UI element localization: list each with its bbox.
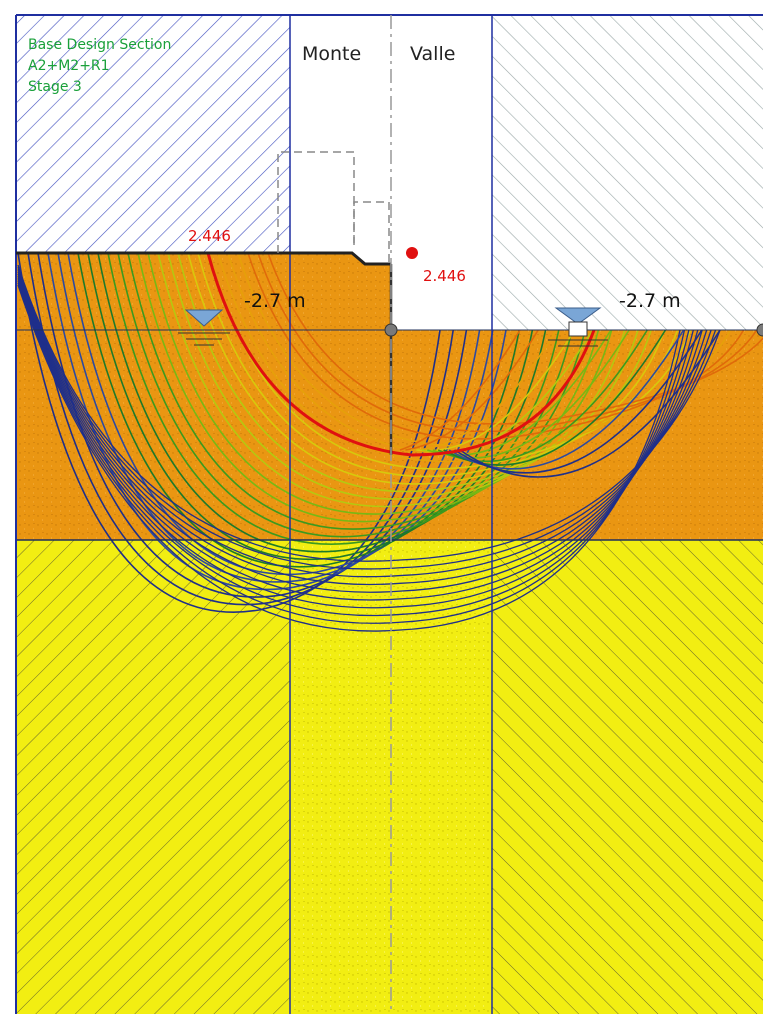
- water-level-label-right: -2.7 m: [619, 290, 681, 312]
- zone-label-monte: Monte: [302, 43, 361, 65]
- surcharge-outline-small: [354, 202, 389, 264]
- zone-label-valle: Valle: [410, 43, 455, 65]
- info-line-section: Base Design Section: [28, 37, 171, 53]
- critical-fs-label: 2.446: [188, 227, 231, 245]
- water-level-label-left: -2.7 m: [244, 290, 306, 312]
- info-line-stage: Stage 3: [28, 79, 82, 95]
- critical-center-dot: [406, 247, 418, 259]
- clay-layer-left: [16, 253, 391, 540]
- hinge-dot-icon: [385, 324, 397, 336]
- sand-layer-right: [492, 540, 763, 1014]
- critical-center-label: 2.446: [423, 267, 466, 285]
- upper-right-hatch-zone: [492, 15, 763, 330]
- info-line-combination: A2+M2+R1: [28, 58, 110, 74]
